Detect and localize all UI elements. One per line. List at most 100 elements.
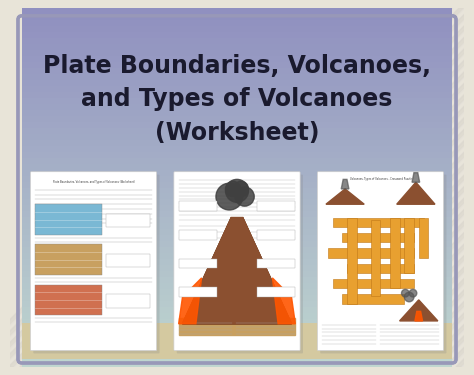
Polygon shape — [129, 8, 474, 367]
Circle shape — [235, 187, 254, 206]
FancyBboxPatch shape — [174, 172, 300, 351]
Polygon shape — [89, 8, 453, 367]
Bar — [22, 56, 452, 62]
Polygon shape — [186, 8, 474, 367]
Polygon shape — [387, 8, 474, 367]
Polygon shape — [341, 8, 474, 367]
Bar — [419, 217, 428, 258]
Bar — [22, 307, 452, 313]
Bar — [22, 325, 452, 331]
Circle shape — [409, 290, 417, 297]
Polygon shape — [393, 8, 474, 367]
Polygon shape — [312, 8, 474, 367]
Circle shape — [216, 183, 243, 210]
Bar — [22, 80, 452, 86]
Polygon shape — [48, 8, 413, 367]
Polygon shape — [415, 311, 422, 321]
Bar — [22, 206, 452, 212]
Circle shape — [401, 290, 409, 297]
Bar — [179, 288, 217, 297]
Text: Plate Boundaries, Volcanoes, and Types of Volcanoes (Worksheet): Plate Boundaries, Volcanoes, and Types o… — [53, 180, 135, 184]
Bar — [257, 288, 295, 297]
Polygon shape — [83, 8, 447, 367]
FancyBboxPatch shape — [317, 172, 444, 351]
Polygon shape — [330, 8, 474, 367]
Bar — [35, 204, 102, 235]
Bar — [22, 253, 452, 259]
Bar — [22, 152, 452, 157]
Bar — [22, 319, 452, 325]
Polygon shape — [94, 8, 459, 367]
Polygon shape — [26, 8, 390, 367]
Bar — [179, 230, 217, 240]
Polygon shape — [399, 8, 474, 367]
Polygon shape — [0, 8, 356, 367]
Bar — [22, 182, 452, 188]
Polygon shape — [473, 8, 474, 367]
Bar — [22, 110, 452, 116]
Bar — [22, 38, 452, 44]
Bar — [22, 68, 452, 74]
Bar — [22, 323, 452, 359]
Bar — [22, 50, 452, 56]
Polygon shape — [0, 8, 338, 367]
Polygon shape — [382, 8, 474, 367]
Bar — [179, 259, 217, 268]
Bar — [22, 164, 452, 170]
Bar — [22, 92, 452, 98]
Bar — [342, 233, 414, 243]
Polygon shape — [467, 8, 474, 367]
Polygon shape — [397, 182, 435, 204]
Bar — [257, 201, 295, 211]
Polygon shape — [319, 8, 474, 367]
Bar — [22, 361, 452, 367]
Polygon shape — [3, 8, 367, 367]
Polygon shape — [410, 8, 474, 367]
Polygon shape — [290, 8, 474, 367]
Bar — [22, 283, 452, 289]
Bar — [257, 259, 295, 268]
Bar — [390, 217, 400, 288]
Bar — [106, 214, 150, 227]
Polygon shape — [301, 8, 474, 367]
Polygon shape — [179, 278, 201, 324]
Bar — [22, 86, 452, 92]
Polygon shape — [450, 8, 474, 367]
Polygon shape — [135, 8, 474, 367]
FancyBboxPatch shape — [177, 175, 303, 354]
Polygon shape — [181, 8, 474, 367]
Polygon shape — [232, 8, 474, 367]
Bar — [347, 264, 414, 273]
Bar — [22, 194, 452, 200]
Polygon shape — [77, 8, 442, 367]
Bar — [22, 104, 452, 110]
Polygon shape — [14, 8, 379, 367]
Polygon shape — [182, 217, 292, 324]
Polygon shape — [0, 8, 350, 367]
Text: Plate Boundaries, Volcanoes,: Plate Boundaries, Volcanoes, — [43, 54, 431, 78]
Bar — [257, 230, 295, 240]
Polygon shape — [175, 8, 474, 367]
Polygon shape — [37, 8, 401, 367]
Polygon shape — [179, 318, 295, 335]
Bar — [22, 211, 452, 217]
Text: (Worksheet): (Worksheet) — [155, 120, 319, 144]
Polygon shape — [182, 217, 292, 324]
Bar — [22, 349, 452, 355]
Bar — [22, 98, 452, 104]
Polygon shape — [400, 300, 438, 321]
Polygon shape — [353, 8, 474, 367]
Polygon shape — [0, 8, 327, 367]
Bar — [328, 248, 414, 258]
Bar — [22, 289, 452, 295]
Bar — [22, 295, 452, 301]
Polygon shape — [55, 8, 419, 367]
FancyBboxPatch shape — [320, 175, 447, 354]
Polygon shape — [9, 8, 373, 367]
Bar — [22, 259, 452, 265]
Bar — [22, 170, 452, 176]
Bar — [22, 343, 452, 349]
Bar — [22, 146, 452, 152]
Polygon shape — [0, 8, 344, 367]
Polygon shape — [158, 8, 474, 367]
